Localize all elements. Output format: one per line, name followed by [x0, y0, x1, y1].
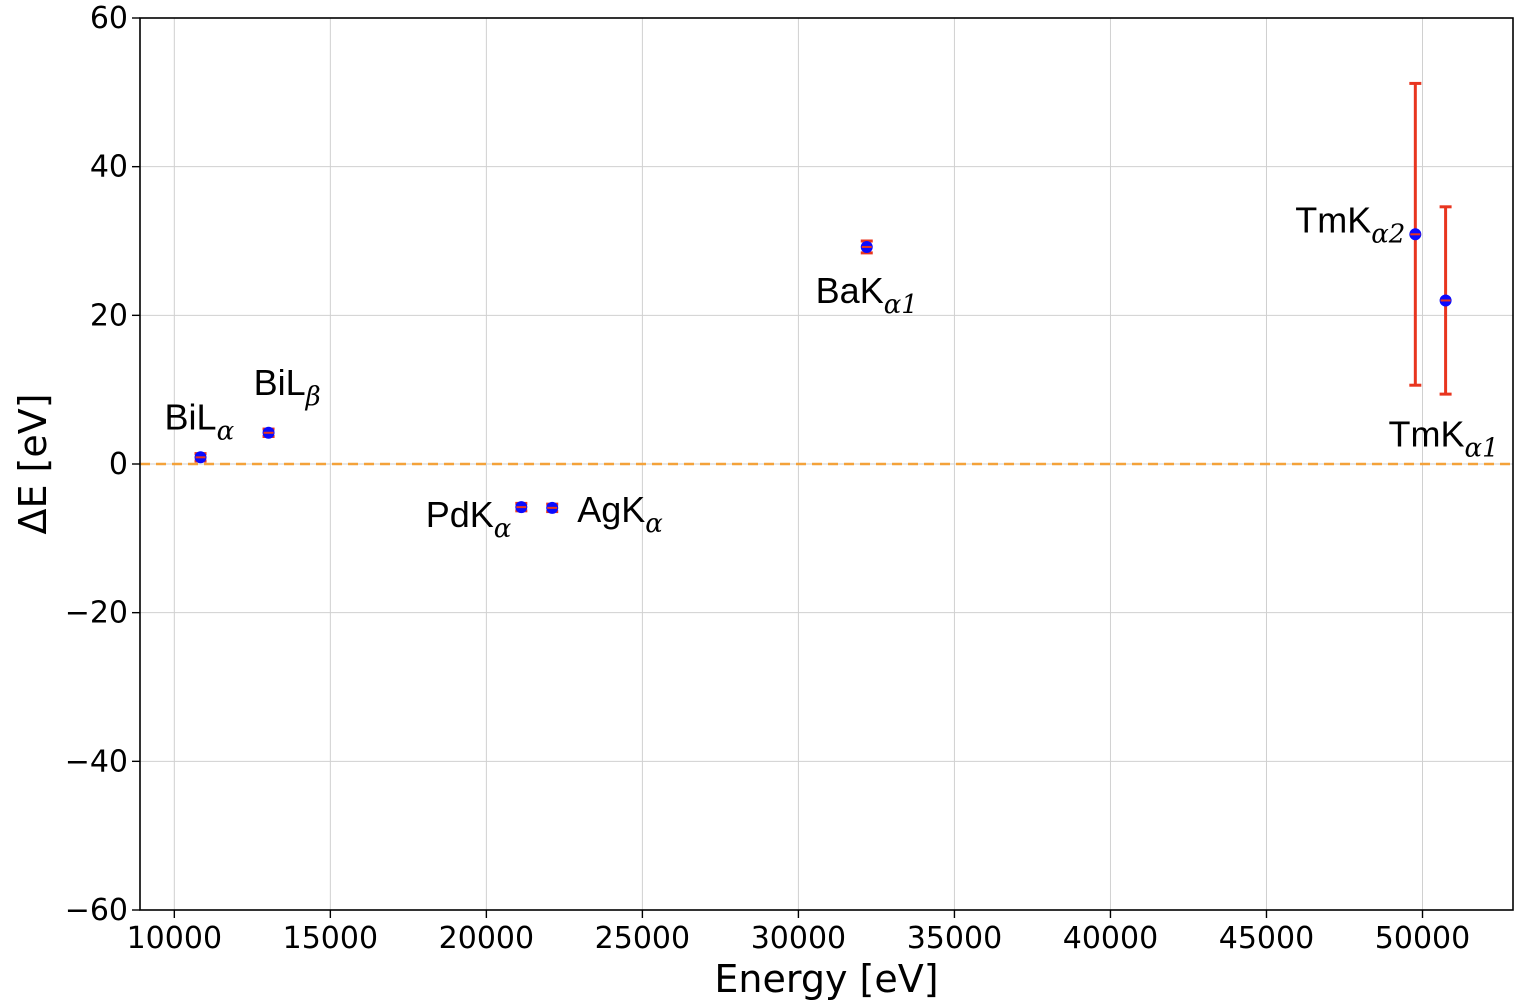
- data-layer: [194, 81, 1452, 514]
- x-tick-label: 50000: [1375, 921, 1470, 956]
- x-tick-label: 20000: [439, 921, 534, 956]
- y-tick-label: 0: [109, 447, 128, 482]
- x-tick-label: 25000: [595, 921, 690, 956]
- point-label: PdKα: [426, 494, 512, 544]
- x-tick-label: 15000: [283, 921, 378, 956]
- x-tick-label: 30000: [751, 921, 846, 956]
- point-label: BiLα: [165, 396, 235, 446]
- y-tick-label: −40: [65, 744, 128, 779]
- point-label: AgKα: [577, 489, 663, 539]
- y-tick-label: 40: [90, 150, 128, 185]
- y-tick-label: 60: [90, 1, 128, 36]
- x-tick-label: 40000: [1063, 921, 1158, 956]
- data-point-group: [262, 426, 275, 439]
- data-point-group: [860, 239, 873, 255]
- point-label: BaKα1: [816, 270, 918, 320]
- y-tick-label: −20: [65, 596, 128, 631]
- point-label: BiLβ: [254, 362, 321, 412]
- x-tick-label: 35000: [907, 921, 1002, 956]
- tick-layer: 10000 15000 20000 25000 30000 35000 40000 45000…: [65, 1, 1471, 956]
- data-point-group: [1409, 81, 1422, 387]
- x-tick-label: 10000: [127, 921, 222, 956]
- y-axis-title: ΔE [eV]: [11, 393, 55, 534]
- y-tick-label: 20: [90, 298, 128, 333]
- data-point-group: [194, 451, 207, 464]
- x-tick-label: 45000: [1219, 921, 1314, 956]
- x-axis-title: Energy [eV]: [714, 957, 938, 1001]
- data-point-group: [1439, 205, 1452, 396]
- point-label: TmKα1: [1389, 413, 1499, 463]
- grid-layer: [140, 17, 1513, 911]
- point-label: TmKα2: [1295, 199, 1405, 249]
- point-label-layer: BiLα BiLβ PdKα AgKα BaKα1 TmKα2 TmKα1: [165, 199, 1499, 544]
- y-tick-label: −60: [65, 893, 128, 928]
- data-point-group: [546, 501, 559, 514]
- data-point-group: [515, 501, 528, 514]
